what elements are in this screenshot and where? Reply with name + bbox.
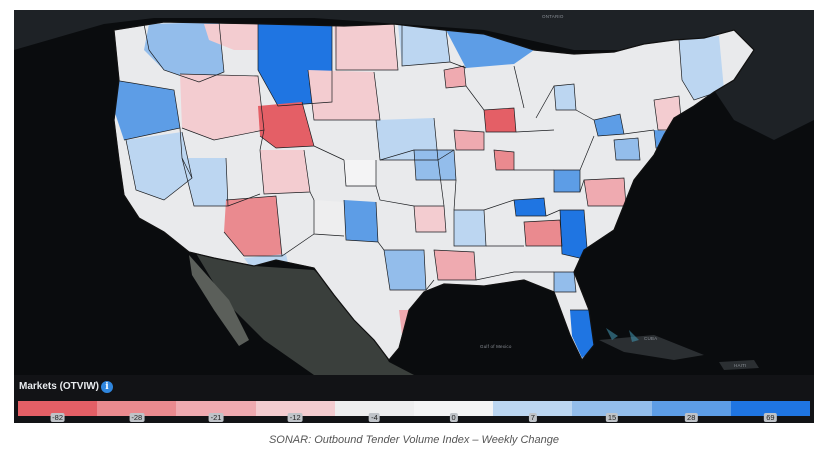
market-region[interactable] — [514, 198, 546, 216]
market-region[interactable] — [584, 178, 626, 206]
us-outline — [113, 21, 755, 362]
market-region[interactable] — [554, 84, 576, 110]
market-region[interactable] — [454, 130, 484, 150]
market-region[interactable] — [314, 200, 344, 236]
market-region[interactable] — [444, 66, 466, 88]
legend-tick-label: 15 — [605, 413, 619, 422]
market-region[interactable] — [344, 160, 376, 186]
market-region[interactable] — [454, 210, 486, 246]
legend-segment[interactable]: -28 — [97, 401, 177, 422]
market-region[interactable] — [434, 250, 476, 280]
legend-segment[interactable]: -21 — [176, 401, 256, 422]
legend-tick-label: 0 — [449, 413, 458, 422]
market-region[interactable] — [554, 272, 576, 292]
baja-peninsula — [189, 255, 249, 346]
legend-segment[interactable]: 15 — [572, 401, 652, 422]
market-region[interactable] — [398, 24, 450, 66]
market-region[interactable] — [334, 24, 398, 70]
market-region[interactable] — [414, 150, 456, 180]
info-icon[interactable]: i — [101, 381, 113, 393]
legend-segment[interactable]: -12 — [255, 401, 335, 422]
market-region[interactable] — [260, 150, 310, 194]
legend-segment[interactable]: 0 — [414, 401, 494, 422]
legend-tick-label: -28 — [129, 413, 145, 422]
market-region[interactable] — [560, 210, 588, 260]
map-label-cuba: CUBA — [644, 336, 658, 341]
market-region[interactable] — [384, 250, 426, 290]
market-region[interactable] — [614, 138, 640, 160]
market-region[interactable] — [494, 150, 514, 170]
mexico-landmass — [194, 250, 414, 375]
market-region[interactable] — [344, 200, 378, 242]
market-region[interactable] — [446, 30, 534, 68]
legend-tick-label: 7 — [528, 413, 537, 422]
market-region[interactable] — [634, 208, 654, 228]
map-label-ontario: ONTARIO — [542, 14, 564, 19]
map-label-gulf: Gulf of Mexico — [480, 344, 512, 349]
legend-tick-label: 69 — [764, 413, 777, 422]
market-region[interactable] — [524, 220, 562, 246]
market-region[interactable] — [679, 36, 724, 100]
legend-segment[interactable]: -82 — [18, 401, 98, 422]
market-region[interactable] — [414, 206, 446, 232]
market-region[interactable] — [224, 196, 282, 256]
market-region[interactable] — [114, 80, 180, 140]
market-region[interactable] — [376, 118, 438, 160]
market-region[interactable] — [144, 22, 224, 82]
market-region[interactable] — [308, 70, 380, 120]
hispaniola-landmass — [719, 360, 759, 370]
legend-segment[interactable]: -4 — [334, 401, 415, 422]
market-region[interactable] — [570, 310, 596, 358]
legend-segment[interactable]: 7 — [493, 401, 573, 422]
market-region[interactable] — [484, 108, 516, 132]
market-region[interactable] — [554, 170, 580, 192]
figure-caption: SONAR: Outbound Tender Volume Index – We… — [268, 434, 560, 446]
canada-landmass — [14, 10, 814, 140]
market-region[interactable] — [594, 114, 624, 136]
market-region[interactable] — [182, 158, 228, 206]
legend-tick-label: -4 — [369, 413, 380, 422]
legend-panel: Markets (OTVIW) i -82 -28 -21 -12 -4 0 7 15 28 69 — [14, 375, 814, 423]
legend-tick-label: -21 — [208, 413, 224, 422]
bahamas-shoals — [606, 328, 639, 342]
market-region[interactable] — [654, 96, 682, 130]
legend-title: Markets (OTVIW) — [19, 381, 100, 392]
legend-tick-label: -82 — [50, 413, 66, 422]
market-region[interactable] — [604, 238, 626, 260]
legend-color-scale: -82 -28 -21 -12 -4 0 7 15 28 69 — [18, 401, 811, 422]
legend-segment[interactable]: 69 — [730, 401, 811, 422]
map-label-haiti: HAITI — [734, 363, 747, 368]
map-canvas — [14, 10, 814, 375]
choropleth-map[interactable]: ONTARIO Gulf of Mexico CUBA HAITI — [14, 10, 814, 375]
market-region[interactable] — [126, 132, 192, 200]
market-region[interactable] — [258, 102, 314, 148]
market-region[interactable] — [180, 74, 264, 140]
legend-tick-label: 28 — [685, 413, 698, 422]
legend-segment[interactable]: 28 — [651, 401, 731, 422]
cuba-landmass — [599, 335, 704, 360]
legend-tick-label: -12 — [287, 413, 303, 422]
